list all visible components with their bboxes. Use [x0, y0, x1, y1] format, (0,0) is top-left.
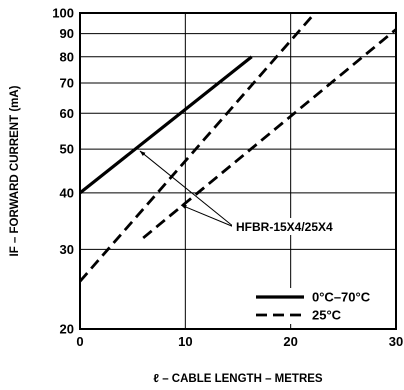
x-tick-label-20: 20: [283, 334, 297, 349]
series-line-1: [78, 12, 316, 283]
tick-labels: 20 30 40 50 60 70 80 90 100 0 10 20 30: [52, 6, 403, 350]
y-axis-label: IF – FORWARD CURRENT (mA): [9, 85, 21, 256]
x-axis-label: ℓ – CABLE LENGTH – METRES: [153, 373, 323, 385]
series-line-2: [142, 28, 397, 239]
annotation-background: [232, 218, 360, 235]
annotation-arrow-dashed: [180, 204, 235, 228]
grid: [80, 13, 396, 329]
series-line-0: [79, 55, 253, 195]
y-tick-label-80: 80: [60, 49, 74, 64]
y-tick-label-50: 50: [60, 142, 74, 157]
x-tick-label-0: 0: [76, 334, 83, 349]
plot-frame: [79, 12, 397, 330]
legend-background: [252, 288, 390, 324]
y-tick-label-30: 30: [60, 242, 74, 257]
annotation-arrow-solid: [139, 150, 235, 228]
y-tick-label-100: 100: [52, 6, 74, 21]
y-tick-label-90: 90: [60, 26, 74, 41]
legend-label-25c: 25°C: [312, 308, 342, 323]
x-tick-label-10: 10: [178, 334, 192, 349]
y-tick-label-70: 70: [60, 76, 74, 91]
y-tick-label-40: 40: [60, 185, 74, 200]
legend: 0°C–70°C 25°C: [252, 288, 390, 324]
x-tick-label-30: 30: [389, 334, 403, 349]
series-group: [78, 12, 397, 283]
legend-label-0c-70c: 0°C–70°C: [312, 290, 371, 305]
annotation: HFBR-15X4/25X4: [139, 150, 360, 235]
y-tick-label-20: 20: [60, 322, 74, 337]
y-tick-label-60: 60: [60, 106, 74, 121]
annotation-label: HFBR-15X4/25X4: [236, 220, 333, 234]
